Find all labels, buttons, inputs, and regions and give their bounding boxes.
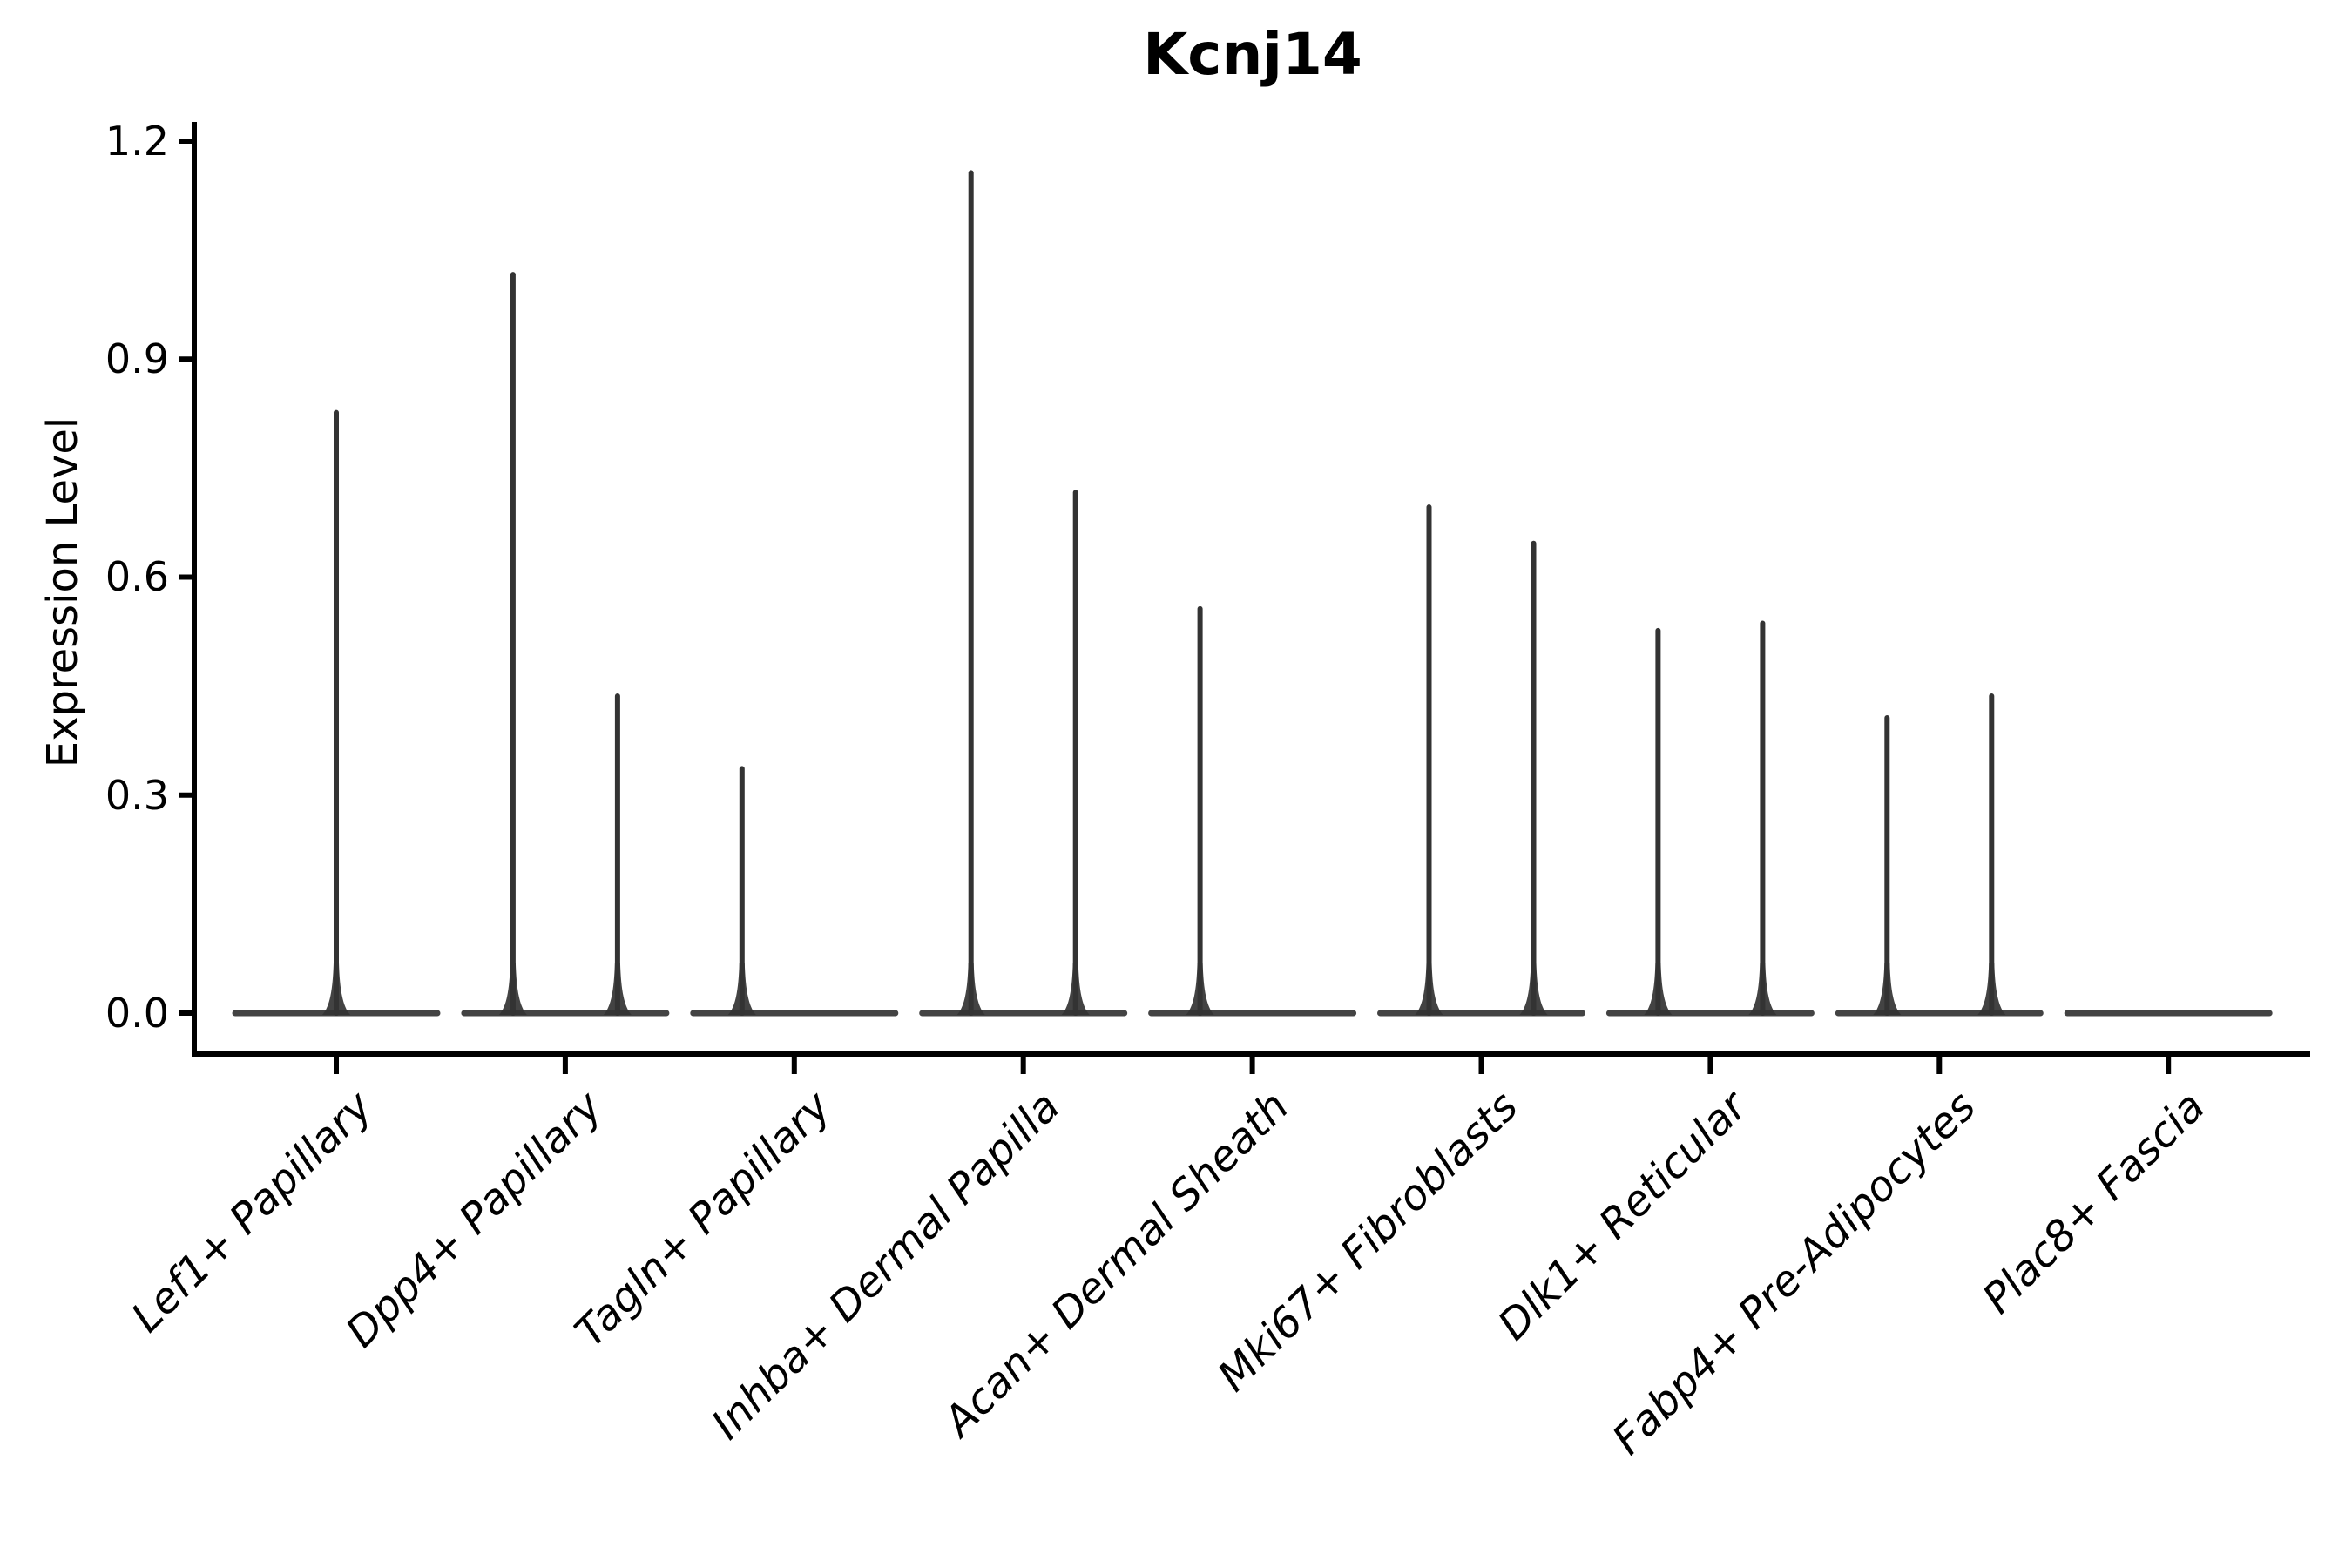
y-tick-label: 0.6 [105, 553, 169, 601]
chart-title: Kcnj14 [1143, 21, 1362, 88]
y-tick-label: 0.9 [105, 335, 169, 383]
y-tick-label: 0.0 [105, 990, 169, 1037]
y-tick-label: 0.3 [105, 771, 169, 819]
y-tick-label: 1.2 [105, 117, 169, 165]
